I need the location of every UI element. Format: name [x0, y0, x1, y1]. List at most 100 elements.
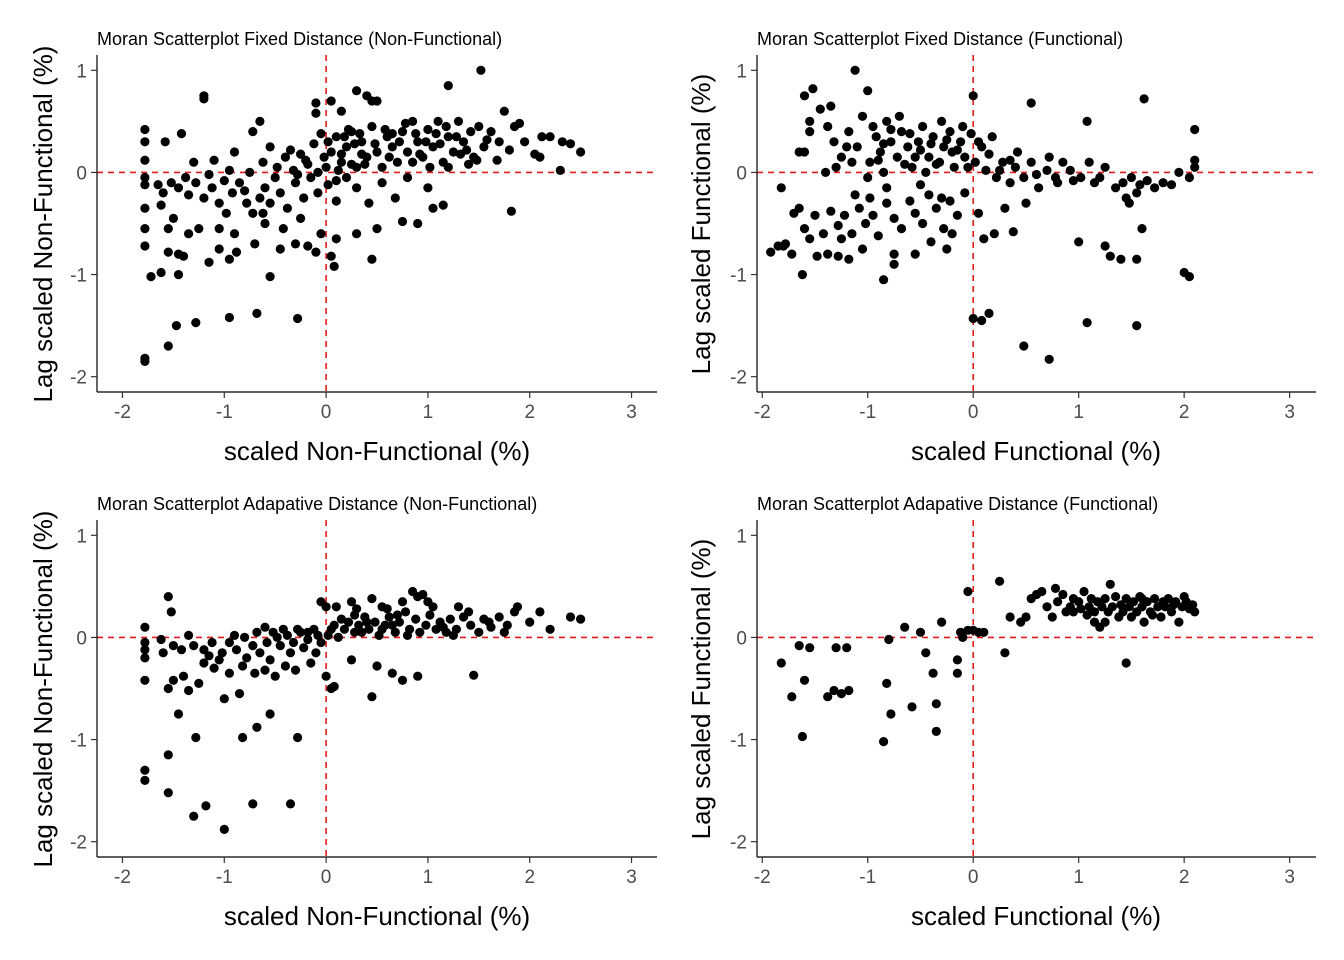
scatter-point: [1166, 607, 1177, 617]
scatter-point: [1058, 157, 1068, 167]
scatter-point: [428, 142, 438, 152]
scatter-point: [836, 689, 847, 699]
scatter-point: [194, 224, 204, 234]
scatter-point: [482, 135, 492, 145]
scatter-point: [1065, 165, 1075, 175]
scatter-point: [415, 627, 425, 637]
panel-title: Moran Scatterplot Adapative Distance (Fu…: [757, 494, 1158, 514]
y-axis-title: Lag scaled Functional (%): [686, 539, 716, 840]
scatter-point: [1132, 321, 1142, 331]
scatter-point: [326, 147, 336, 157]
scatter-point: [402, 630, 413, 641]
scatter-point: [408, 116, 418, 126]
scatter-point: [939, 224, 949, 234]
scatter-point: [293, 732, 303, 743]
scatter-point: [805, 643, 815, 653]
x-tick-label: -1: [859, 402, 876, 423]
scatter-point: [921, 167, 931, 177]
scatter-point: [346, 597, 357, 607]
scatter-point: [844, 254, 854, 264]
panel-title: Moran Scatterplot Adapative Distance (No…: [97, 494, 537, 514]
scatter-point: [903, 142, 913, 152]
scatter-point: [372, 661, 382, 671]
scatter-point: [494, 137, 504, 147]
scatter-point: [466, 620, 476, 630]
scatter-point: [191, 732, 201, 743]
scatter-point: [924, 190, 934, 200]
scatter-point: [886, 709, 896, 719]
scatter-point: [1010, 162, 1021, 172]
scatter-point: [163, 224, 173, 234]
x-tick-label: 3: [626, 402, 637, 423]
scatter-point: [272, 632, 282, 643]
scatter-point: [766, 247, 776, 257]
scatter-point: [397, 216, 408, 227]
scatter-point: [506, 206, 516, 216]
scatter-point: [852, 142, 862, 152]
scatter-point: [530, 149, 540, 159]
scatter-point: [474, 121, 484, 132]
scatter-point: [231, 645, 242, 655]
scatter-point: [907, 702, 917, 712]
scatter-point: [484, 617, 494, 627]
scatter-point: [1079, 586, 1089, 597]
y-axis-title: Lag scaled Non-Functional (%): [28, 511, 58, 868]
scatter-point: [331, 602, 341, 612]
scatter-point: [1005, 178, 1015, 188]
scatter-point: [789, 208, 799, 218]
scatter-point: [918, 121, 928, 132]
panel-adaptive-nonfunctional: Moran Scatterplot Adapative Distance (No…: [28, 494, 657, 931]
scatter-point: [966, 129, 976, 139]
x-axis-ticks: -2 -1 0 1 2 3: [114, 857, 637, 888]
scatter-point: [290, 665, 301, 675]
scatter-point: [1053, 597, 1063, 607]
y-tick-label: -1: [70, 731, 87, 752]
scatter-point: [1037, 586, 1047, 597]
scatter-point: [173, 709, 184, 719]
scatter-point: [214, 198, 224, 208]
scatter-point: [173, 183, 184, 193]
scatter-point: [868, 210, 878, 220]
scatter-point: [362, 617, 372, 627]
scatter-point: [319, 152, 329, 162]
scatter-point: [937, 617, 947, 627]
scatter-point: [842, 142, 852, 152]
y-tick-label: -2: [730, 833, 747, 854]
scatter-point: [421, 620, 431, 630]
scatter-point: [299, 193, 309, 203]
scatter-point: [336, 614, 346, 624]
scatter-point: [245, 167, 255, 177]
x-tick-label: -1: [859, 867, 876, 888]
scatter-point: [889, 249, 899, 259]
scatter-point: [942, 244, 952, 254]
scatter-point: [311, 648, 321, 658]
scatter-point: [1163, 594, 1173, 604]
scatter-point: [184, 630, 194, 641]
y-axis-ticks: -2 -1 0 1: [70, 61, 97, 389]
scatter-point: [873, 155, 883, 165]
scatter-point: [140, 137, 150, 147]
scatter-point: [158, 648, 168, 658]
scatter-point: [140, 622, 150, 632]
scatter-point: [1121, 658, 1131, 668]
scatter-point: [333, 632, 343, 643]
scatter-point: [168, 675, 178, 685]
scatter-point: [248, 127, 258, 137]
scatter-point: [797, 731, 808, 742]
scatter-point: [160, 137, 170, 147]
scatter-point: [448, 630, 458, 641]
scatter-point: [1128, 597, 1139, 607]
scatter-point: [278, 224, 288, 234]
scatter-point: [438, 200, 448, 210]
scatter-point: [262, 637, 272, 648]
scatter-point: [1100, 594, 1110, 604]
scatter-point: [844, 127, 854, 137]
scatter-point: [224, 668, 234, 678]
y-tick-label: -2: [70, 833, 87, 854]
panel-fixed-nonfunctional: Moran Scatterplot Fixed Distance (Non-Fu…: [28, 29, 657, 466]
scatter-point: [787, 249, 797, 259]
scatter-point: [1150, 183, 1160, 193]
scatter-point: [1042, 165, 1052, 175]
scatter-point: [451, 132, 461, 142]
scatter-point: [861, 218, 871, 229]
